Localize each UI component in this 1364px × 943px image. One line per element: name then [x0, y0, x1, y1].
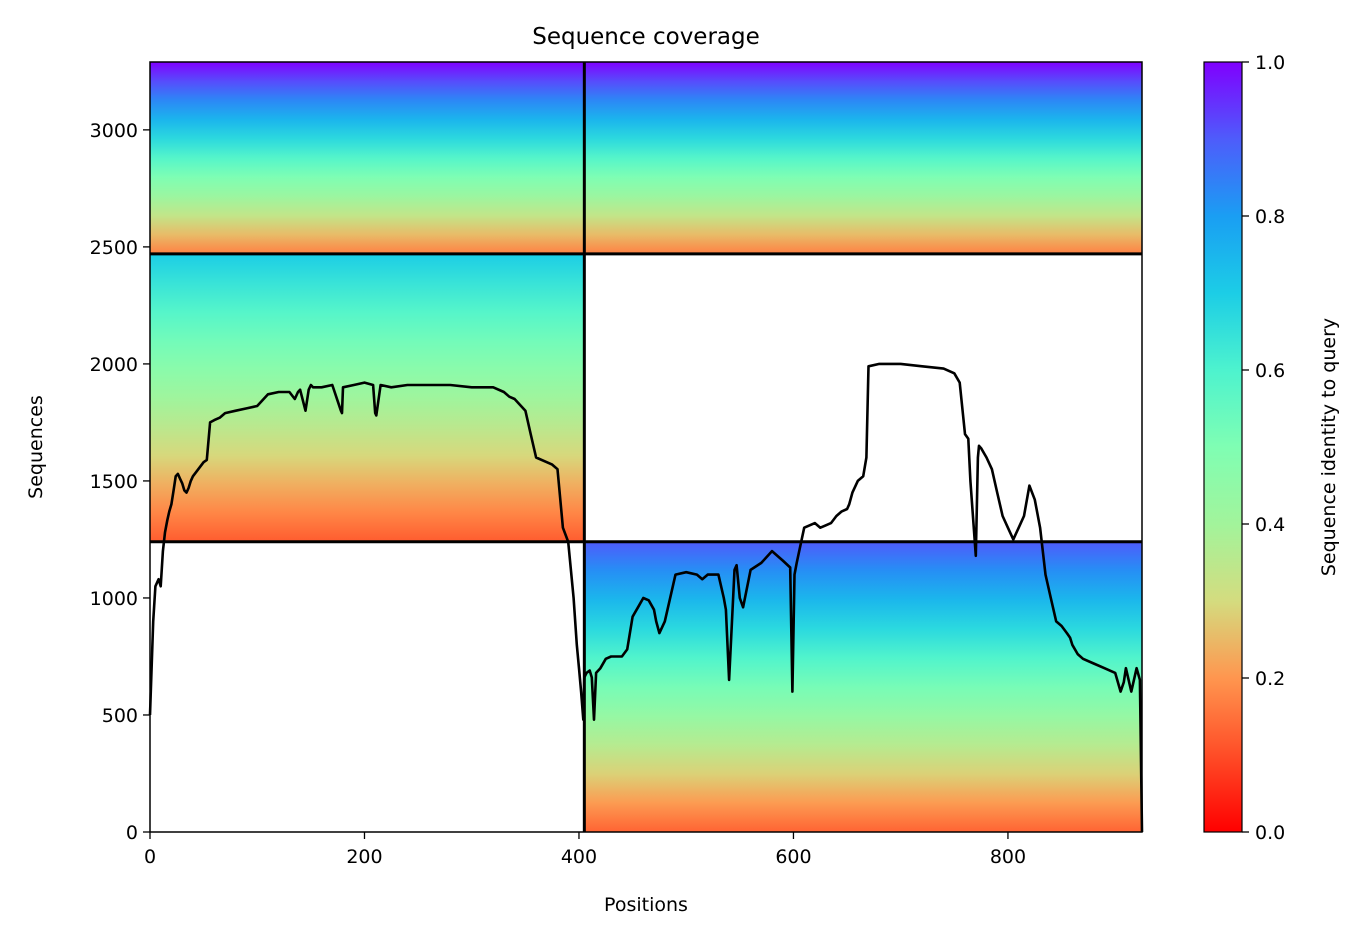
colorbar-tick-label: 0.2 — [1255, 668, 1285, 690]
coverage-block-0 — [150, 62, 585, 254]
colorbar-gradient — [1203, 61, 1243, 833]
y-tick-label: 0 — [126, 822, 138, 844]
x-tick-label: 200 — [346, 846, 382, 868]
colorbar-tick-label: 0.8 — [1255, 206, 1285, 228]
coverage-block-1 — [584, 62, 1142, 254]
y-tick-label: 3000 — [90, 120, 138, 142]
y-axis-label: Sequences — [25, 395, 47, 499]
coverage-line — [148, 362, 1144, 833]
y-tick-label: 500 — [102, 705, 138, 727]
coverage-block-3 — [584, 541, 1142, 832]
colorbar-axis: 0.0 0.2 0.4 0.6 0.8 1.0 — [1242, 52, 1285, 844]
colorbar-tick-label: 0.4 — [1255, 514, 1285, 536]
coverage-block-2 — [150, 253, 585, 542]
y-tick-label: 2500 — [90, 237, 138, 259]
y-tick-label: 1500 — [90, 471, 138, 493]
chart-title: Sequence coverage — [532, 24, 760, 50]
x-tick-label: 0 — [144, 846, 156, 868]
coverage-blocks — [150, 62, 1142, 832]
colorbar-tick-label: 0.6 — [1255, 360, 1285, 382]
x-tick-label: 800 — [990, 846, 1026, 868]
y-tick-label: 1000 — [90, 588, 138, 610]
colorbar-tick-label: 0.0 — [1255, 822, 1285, 844]
colorbar-tick-label: 1.0 — [1255, 52, 1285, 74]
y-axis: 0 500 1000 1500 2000 2500 3000 — [90, 120, 150, 844]
x-tick-label: 400 — [561, 846, 597, 868]
x-tick-label: 600 — [775, 846, 811, 868]
y-tick-label: 2000 — [90, 354, 138, 376]
x-axis: 0 200 400 600 800 — [144, 832, 1026, 868]
colorbar-label: Sequence identity to query — [1318, 318, 1340, 576]
plot-frame — [149, 61, 1143, 833]
coverage-line-layer — [148, 362, 1144, 833]
x-axis-label: Positions — [604, 894, 688, 916]
